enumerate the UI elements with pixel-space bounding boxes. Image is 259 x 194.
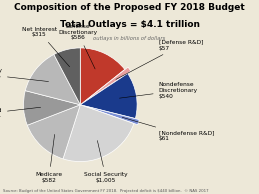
Text: [Nondefense R&D]
$61: [Nondefense R&D] $61 [122, 117, 214, 141]
Wedge shape [84, 106, 139, 125]
Text: Medicaid
$404: Medicaid $404 [0, 107, 41, 119]
Wedge shape [83, 67, 131, 102]
Text: Total Outlays = $4.1 trillion: Total Outlays = $4.1 trillion [60, 20, 199, 29]
Wedge shape [54, 48, 80, 105]
Text: Social Security
$1,005: Social Security $1,005 [84, 140, 128, 183]
Text: Source: Budget of the United States Government FY 2018.  Projected deficit is $4: Source: Budget of the United States Gove… [3, 189, 208, 193]
Wedge shape [80, 73, 137, 119]
Wedge shape [80, 48, 125, 105]
Wedge shape [25, 55, 80, 105]
Wedge shape [24, 91, 80, 125]
Text: outlays in billions of dollars: outlays in billions of dollars [93, 36, 166, 41]
Text: [Defense R&D]
$57: [Defense R&D] $57 [116, 40, 203, 79]
Text: Other Mandatory
$545: Other Mandatory $545 [0, 68, 49, 81]
Text: Nondefense
Discretionary
$540: Nondefense Discretionary $540 [119, 82, 198, 99]
Wedge shape [63, 105, 134, 162]
Text: Defense
Discretionary
$586: Defense Discretionary $586 [58, 24, 97, 69]
Wedge shape [27, 105, 80, 159]
Text: Medicare
$582: Medicare $582 [35, 134, 63, 183]
Text: Composition of the Proposed FY 2018 Budget: Composition of the Proposed FY 2018 Budg… [14, 3, 245, 12]
Text: Net Interest
$315: Net Interest $315 [22, 27, 70, 67]
